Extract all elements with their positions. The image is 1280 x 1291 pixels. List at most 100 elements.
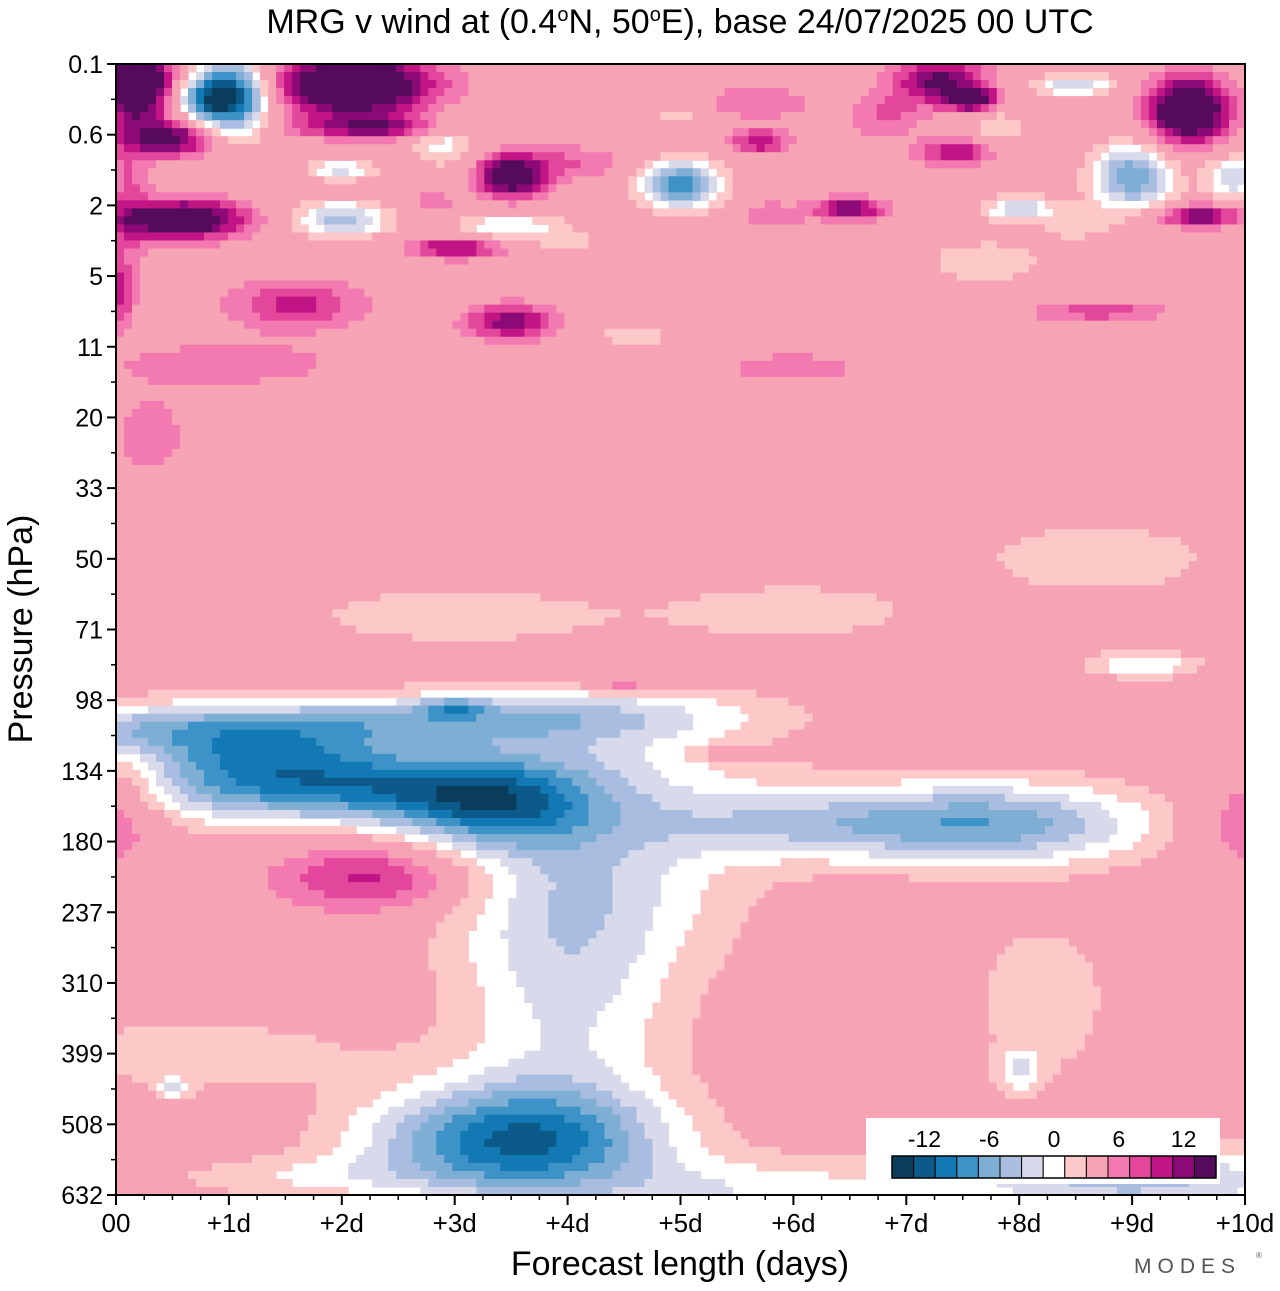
contour-cell [484, 312, 501, 322]
contour-cell [148, 224, 213, 234]
contour-cell [476, 192, 493, 201]
contour-cell [252, 208, 261, 217]
contour-cell [188, 96, 197, 105]
contour-cell [988, 1066, 1006, 1076]
contour-cell [1204, 160, 1222, 169]
contour-cell [1228, 112, 1238, 121]
contour-cell [940, 256, 1038, 266]
contour-cell [500, 312, 525, 322]
contour-cell [196, 128, 205, 137]
contour-cell [484, 1082, 598, 1092]
contour-cell [124, 104, 149, 113]
contour-cell [900, 834, 1022, 843]
contour-cell [652, 1146, 678, 1156]
contour-cell [1116, 793, 1166, 803]
contour-cell [668, 962, 726, 971]
contour-cell [1196, 184, 1214, 193]
contour-cell [740, 112, 782, 121]
contour-cell [356, 1154, 389, 1164]
contour-cell [164, 1082, 181, 1092]
contour-cell [340, 753, 397, 763]
contour-cell [188, 88, 197, 97]
contour-cell [532, 858, 622, 867]
contour-cell [700, 898, 758, 907]
contour-cell [172, 96, 181, 105]
contour-cell [1212, 64, 1245, 73]
contour-cell [116, 120, 125, 129]
contour-cell [764, 585, 822, 594]
contour-cell [1020, 120, 1142, 129]
contour-cell [260, 328, 317, 338]
contour-cell [428, 1114, 453, 1124]
contour-cell [124, 224, 149, 234]
contour-cell [828, 200, 838, 209]
contour-cell [652, 168, 662, 177]
contour-cell [116, 112, 125, 121]
contour-cell [940, 152, 974, 161]
contour-cell [604, 914, 654, 923]
contour-cell [412, 88, 421, 97]
contour-cell [180, 120, 189, 129]
contour-cell [580, 681, 614, 691]
contour-cell [260, 312, 333, 322]
contour-cell [1228, 152, 1245, 161]
contour-cell [228, 1186, 349, 1195]
contour-cell [588, 769, 622, 779]
contour-cell [612, 898, 662, 907]
contour-cell [284, 64, 293, 73]
contour-cell [1084, 160, 1094, 169]
contour-cell [1212, 80, 1222, 89]
contour-cell [604, 1154, 630, 1164]
contour-cell [644, 1058, 694, 1068]
contour-cell [644, 1130, 670, 1140]
contour-cell [180, 144, 197, 153]
contour-cell [492, 248, 509, 258]
contour-cell [1044, 72, 1110, 81]
contour-cell [876, 72, 894, 81]
contour-cell [1148, 168, 1158, 177]
contour-cell [908, 152, 926, 161]
contour-cell [1092, 978, 1245, 988]
contour-cell [436, 818, 461, 827]
contour-cell [884, 842, 1038, 851]
contour-cell [140, 400, 165, 410]
contour-cell [1060, 801, 1102, 811]
contour-cell [924, 96, 942, 105]
contour-cell [348, 120, 389, 129]
contour-cell [476, 184, 485, 193]
y-tick-label: 399 [61, 1041, 103, 1069]
contour-cell [444, 1106, 477, 1116]
contour-cell [332, 104, 373, 113]
contour-cell [324, 890, 397, 899]
contour-cell [1156, 168, 1166, 177]
contour-cell [396, 890, 429, 899]
contour-cell [172, 416, 1245, 426]
contour-cell [116, 721, 141, 731]
contour-cell [620, 769, 662, 779]
contour-cell [692, 176, 702, 185]
contour-cell [420, 697, 445, 707]
contour-cell [684, 1106, 726, 1116]
contour-cell [492, 176, 533, 185]
contour-cell [884, 64, 902, 73]
contour-cell [116, 553, 998, 562]
contour-cell [420, 112, 437, 121]
contour-cell [420, 1162, 453, 1172]
contour-cell [244, 104, 253, 113]
contour-cell [1084, 826, 1118, 835]
contour-cell [588, 1138, 614, 1148]
contour-cell [588, 801, 622, 811]
contour-cell [724, 962, 998, 971]
contour-cell [116, 601, 349, 611]
contour-cell [636, 1106, 662, 1116]
contour-cell [132, 304, 221, 314]
contour-cell [668, 200, 694, 209]
contour-cell [1108, 152, 1150, 161]
contour-cell [564, 216, 750, 226]
contour-cell [316, 1034, 421, 1044]
contour-cell [612, 681, 638, 691]
contour-cell [116, 745, 141, 755]
contour-cell [1012, 1186, 1118, 1195]
contour-cell [364, 1146, 389, 1156]
contour-cell [540, 785, 557, 795]
